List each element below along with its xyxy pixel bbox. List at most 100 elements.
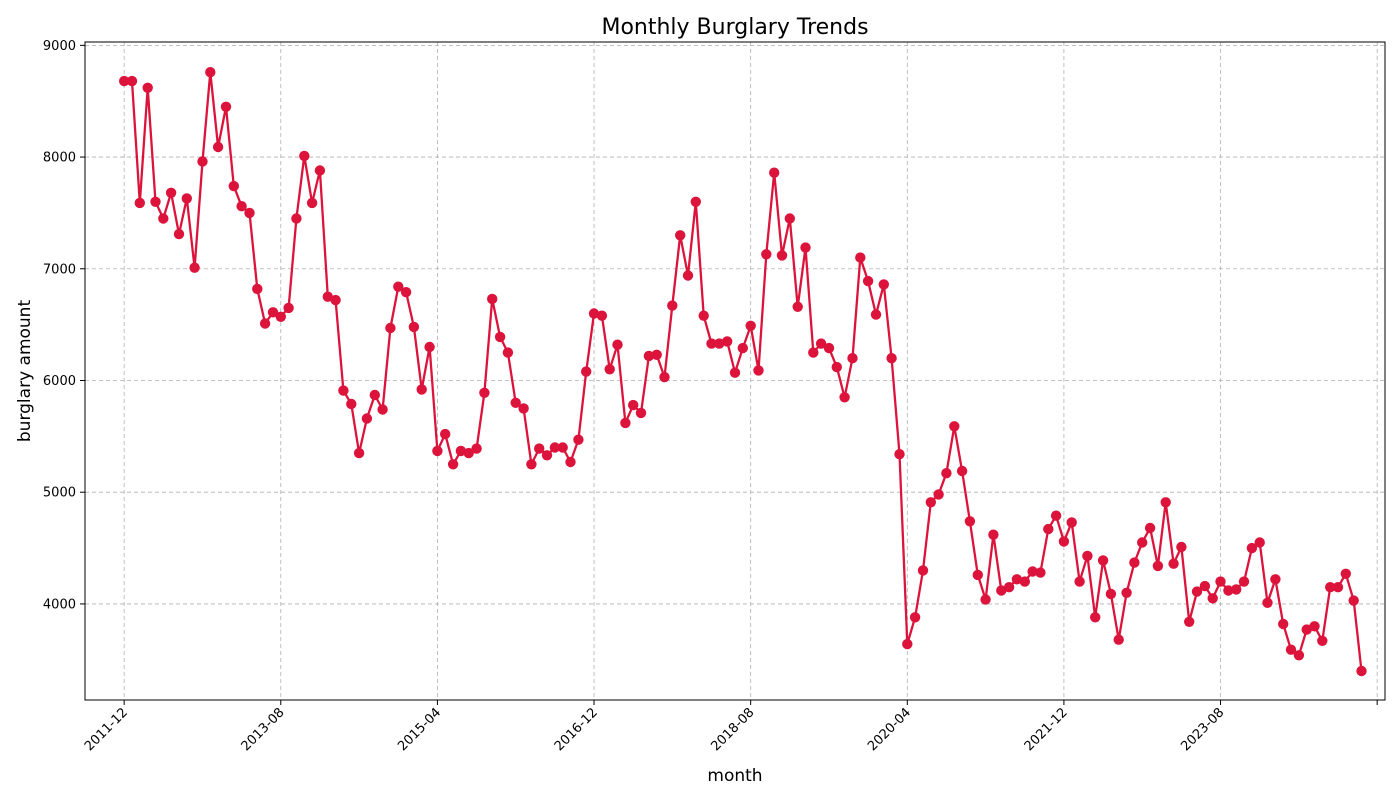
y-tick-label: 5000: [43, 486, 76, 501]
data-point: [369, 389, 380, 401]
y-tick-label: 4000: [43, 597, 76, 612]
data-point: [150, 196, 161, 207]
data-point: [823, 342, 835, 354]
data-point: [275, 311, 286, 322]
data-point: [299, 150, 310, 162]
data-point: [964, 516, 976, 527]
data-point: [252, 283, 263, 295]
data-point: [330, 294, 341, 306]
data-point: [925, 497, 936, 508]
data-point: [1301, 624, 1312, 635]
data-point: [862, 275, 874, 287]
data-point: [1058, 536, 1070, 547]
data-point: [972, 569, 983, 581]
data-point: [1246, 542, 1258, 554]
data-point: [894, 449, 905, 460]
data-point: [980, 594, 991, 605]
data-point: [675, 230, 686, 241]
data-point: [1121, 587, 1132, 598]
data-point: [1231, 584, 1242, 595]
data-point: [1191, 586, 1203, 597]
data-point: [353, 447, 365, 459]
data-point: [463, 447, 474, 459]
data-point: [1090, 612, 1101, 623]
data-point: [581, 366, 592, 377]
data-point: [933, 489, 944, 500]
x-tick-label: 2018-08: [708, 705, 757, 754]
data-point: [1160, 497, 1171, 508]
data-point: [1097, 555, 1109, 566]
data-point: [244, 207, 255, 219]
data-point: [573, 434, 584, 445]
data-point: [784, 213, 795, 224]
data-point: [165, 187, 177, 198]
data-point: [1340, 568, 1352, 579]
data-point: [1074, 576, 1085, 587]
data-point: [1003, 582, 1015, 593]
data-point: [659, 371, 670, 383]
data-point: [119, 75, 130, 87]
data-point: [1144, 522, 1156, 534]
data-point: [855, 252, 866, 263]
y-tick-label: 7000: [43, 262, 76, 277]
y-tick-label: 8000: [43, 151, 76, 166]
data-point: [424, 341, 435, 353]
data-point: [283, 302, 294, 314]
data-point: [588, 308, 600, 319]
data-point: [769, 167, 780, 178]
data-point: [698, 310, 709, 321]
data-point: [541, 450, 553, 461]
data-point: [440, 428, 451, 440]
data-point: [306, 197, 318, 209]
data-point: [518, 403, 529, 414]
data-point: [1129, 557, 1140, 568]
data-point: [346, 398, 357, 410]
data-point: [628, 399, 639, 411]
data-point: [870, 309, 882, 320]
data-point: [1317, 635, 1328, 646]
x-axis: 2011-12 2013-08 2015-04 2016-12 2018-08 2020-…: [82, 700, 1378, 754]
y-tick-label: 9000: [43, 39, 76, 54]
data-point: [291, 213, 302, 224]
data-point: [447, 459, 459, 470]
data-point: [1137, 537, 1148, 548]
data-point: [322, 291, 333, 302]
data-point: [643, 350, 655, 362]
data-point: [158, 213, 169, 224]
x-tick-label: 2021-12: [1022, 705, 1071, 754]
data-point: [1050, 510, 1062, 521]
data-point: [408, 321, 420, 333]
data-point: [690, 196, 701, 207]
data-point: [549, 442, 561, 453]
data-point: [878, 279, 889, 290]
data-point: [1027, 566, 1038, 577]
data-point: [988, 529, 999, 540]
y-axis-label: burglary amount: [15, 300, 35, 443]
data-point: [831, 361, 842, 373]
data-point: [1043, 523, 1054, 535]
data-point: [941, 468, 952, 479]
y-axis: 4000 5000 6000 7000 8000 9000: [43, 39, 85, 612]
data-point: [1270, 574, 1281, 585]
series-burglary: [119, 67, 1367, 677]
x-tick-label: 2023-08: [1178, 705, 1227, 754]
data-point: [1309, 621, 1320, 632]
data-point: [1238, 576, 1250, 587]
data-point: [902, 638, 913, 650]
data-point: [126, 75, 138, 87]
data-point: [612, 339, 623, 350]
data-point: [996, 585, 1007, 596]
data-point: [471, 443, 482, 454]
data-point: [776, 250, 788, 261]
data-point: [1066, 517, 1077, 528]
data-point: [134, 197, 145, 209]
data-point: [1332, 582, 1344, 593]
data-point: [173, 228, 185, 240]
data-point: [1215, 576, 1226, 587]
data-point: [917, 565, 929, 576]
data-point: [1325, 582, 1336, 593]
data-point: [197, 156, 208, 167]
data-point: [400, 287, 412, 298]
data-point: [487, 293, 498, 305]
data-point: [510, 397, 521, 408]
